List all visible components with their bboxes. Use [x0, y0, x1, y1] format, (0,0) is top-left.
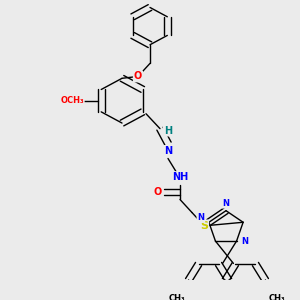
Text: N: N	[197, 213, 204, 222]
Text: N: N	[164, 146, 172, 156]
Text: H: H	[164, 125, 172, 136]
Text: S: S	[200, 220, 208, 231]
Text: N: N	[241, 236, 248, 245]
Text: NH: NH	[172, 172, 188, 182]
Text: CH₃: CH₃	[269, 294, 286, 300]
Text: OCH₃: OCH₃	[60, 96, 84, 105]
Text: O: O	[154, 187, 162, 197]
Text: N: N	[223, 199, 230, 208]
Text: O: O	[134, 71, 142, 81]
Text: CH₃: CH₃	[168, 294, 185, 300]
